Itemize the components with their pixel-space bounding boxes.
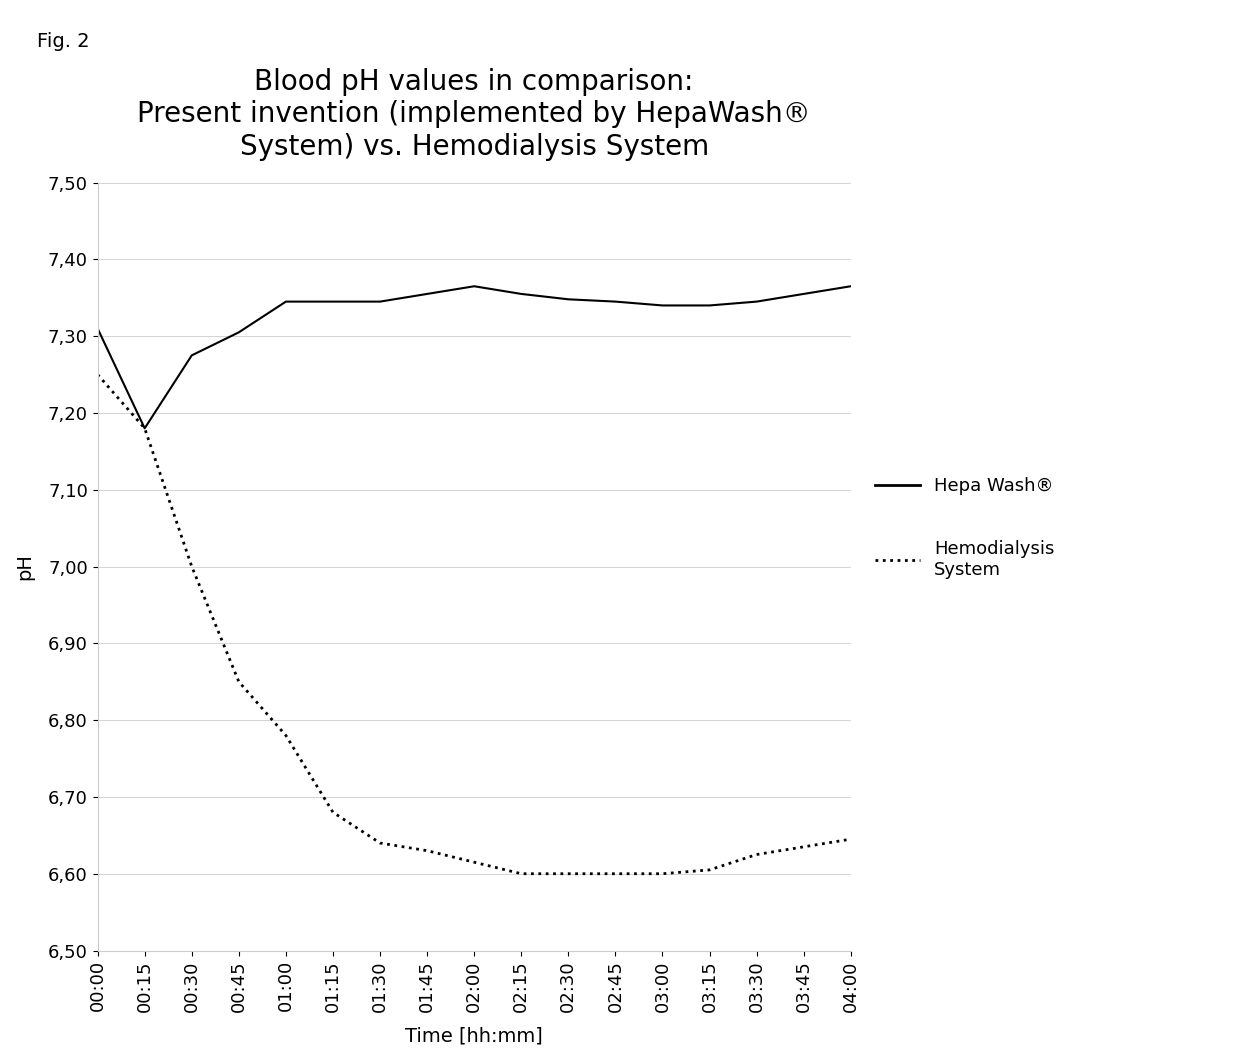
X-axis label: Time [hh:mm]: Time [hh:mm] (405, 1026, 543, 1045)
Legend: Hepa Wash®, Hemodialysis
System: Hepa Wash®, Hemodialysis System (867, 470, 1061, 586)
Text: Fig. 2: Fig. 2 (37, 32, 89, 51)
Y-axis label: pH: pH (15, 553, 33, 580)
Title: Blood pH values in comparison:
Present invention (implemented by HepaWash®
Syste: Blood pH values in comparison: Present i… (138, 68, 811, 161)
